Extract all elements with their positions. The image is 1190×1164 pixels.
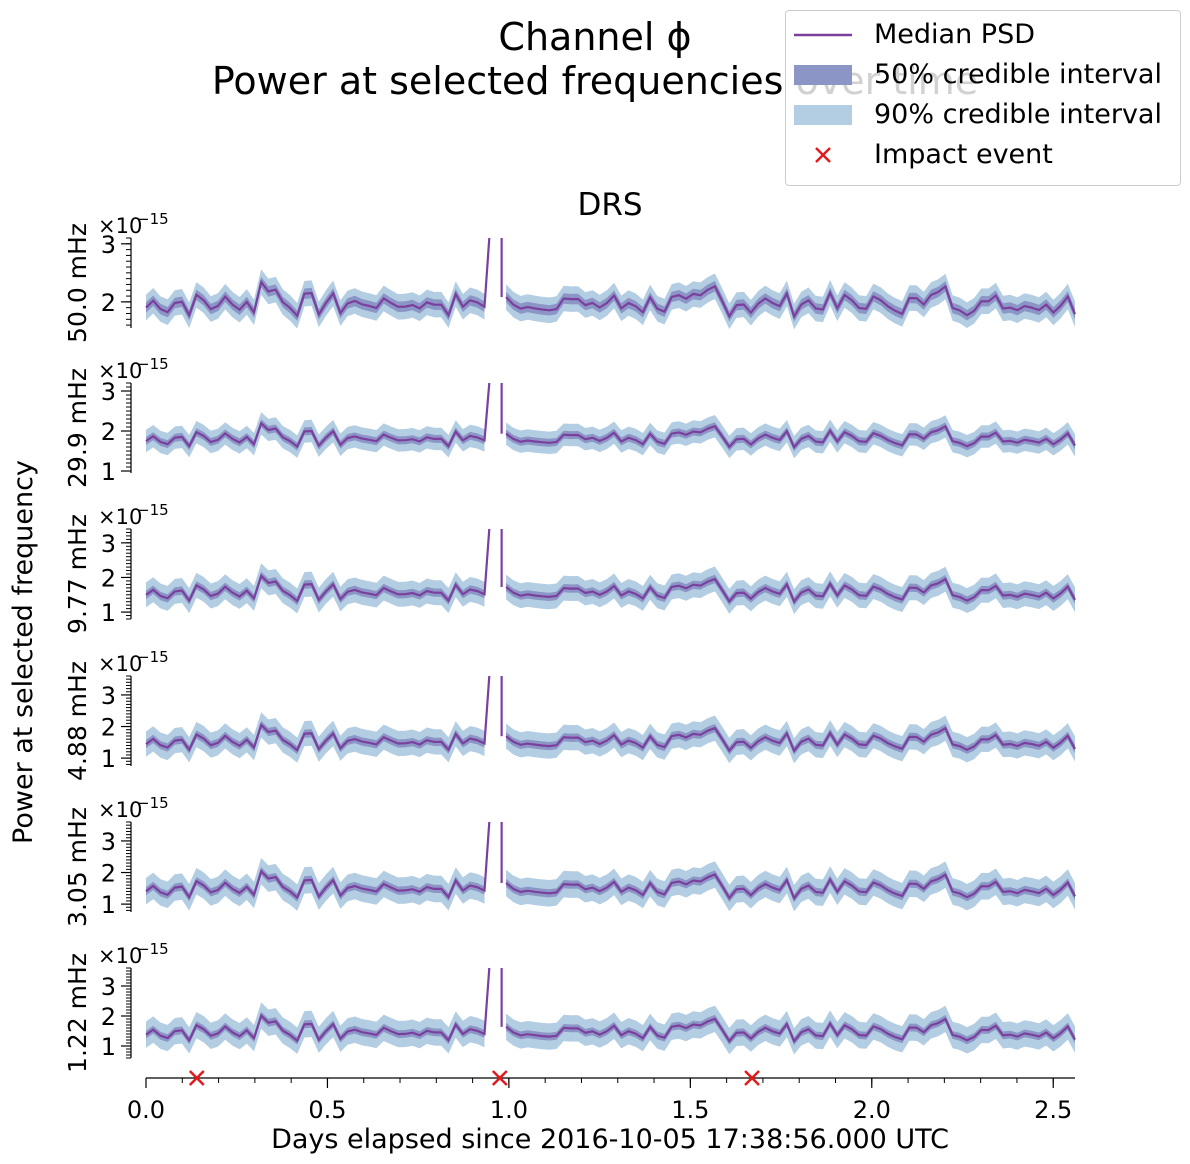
median-line [145, 821, 491, 900]
legend-item-ci90: 90% credible interval [786, 95, 1180, 135]
impact-event-marker [491, 1070, 508, 1086]
panel-50-0-mhz: 2 3×10−15 50.0 mHz [63, 210, 1077, 343]
panel-frequency-label: 50.0 mHz [63, 223, 92, 343]
legend-line-swatch [794, 33, 852, 37]
legend-label: 90% credible interval [874, 99, 1162, 130]
y-tick-label: 2 [101, 860, 116, 888]
median-line [505, 284, 1077, 320]
panel-frequency-label: 29.9 mHz [63, 368, 92, 488]
median-line [145, 237, 491, 319]
panel-4-88-mhz: 1 2 3 ×10−15 4.88 mHz [63, 648, 1076, 781]
legend-item-median: Median PSD [786, 15, 1180, 55]
median-line [505, 1017, 1076, 1044]
y-tick-label: 2 [101, 564, 116, 592]
x-tick-label: 0.0 [127, 1096, 165, 1124]
x-tick-label: 1.5 [671, 1096, 709, 1124]
median-line [145, 967, 491, 1043]
median-line [145, 675, 491, 752]
impact-event-marker [744, 1070, 760, 1086]
y-tick-label: 3 [101, 530, 116, 558]
legend: Median PSD 50% credible interval 90% cre… [785, 10, 1181, 186]
legend-marker-swatch [815, 147, 831, 163]
y-tick-label: 2 [101, 289, 116, 317]
y-tick-label: 3 [101, 973, 116, 1001]
median-line [505, 726, 1076, 753]
y-offset-label: ×10 [98, 944, 142, 968]
impact-marker-stroke [188, 1070, 205, 1086]
x-tick-label: 2.0 [853, 1096, 891, 1124]
y-offset-exponent: −15 [137, 501, 169, 519]
legend-label: Impact event [874, 139, 1053, 170]
x-axis: 0.0 0.5 1.0 1.5 2.0 2.5 [127, 1070, 1075, 1124]
panel-3-05-mhz: 1 2 3 ×10−15 3.05 mHz [63, 794, 1076, 927]
y-tick-label: 3 [101, 378, 116, 406]
legend-ci50-swatch [794, 65, 852, 85]
y-offset-exponent: −15 [137, 648, 169, 666]
y-offset-exponent: −15 [137, 355, 169, 373]
median-line [505, 424, 1076, 450]
y-tick-label: 1 [101, 458, 116, 486]
ci50-band [506, 281, 1076, 322]
y-tick-label: 2 [101, 418, 116, 446]
impact-marker-stroke [744, 1070, 760, 1086]
median-line [145, 528, 491, 603]
median-line [505, 577, 1076, 604]
median-line [505, 873, 1076, 901]
y-offset-label: ×10 [98, 214, 142, 238]
ci50-band [146, 276, 485, 321]
x-tick-label: 2.5 [1034, 1096, 1072, 1124]
panel-9-77-mhz: 1 2 3×10−15 9.77 mHz [63, 501, 1076, 634]
x-tick-label: 0.5 [308, 1096, 346, 1124]
legend-item-impact: Impact event [786, 135, 1180, 175]
panel-frequency-label: 1.22 mHz [63, 953, 92, 1073]
y-offset-exponent: −15 [137, 940, 169, 958]
y-offset-exponent: −15 [137, 210, 169, 228]
ci50-band [146, 720, 485, 755]
legend-label: Median PSD [874, 19, 1035, 50]
chart-title-line1: Channel ϕ [498, 15, 691, 59]
impact-event-marker [188, 1070, 205, 1086]
y-offset-label: ×10 [98, 652, 142, 676]
y-tick-label: 1 [101, 599, 116, 627]
legend-label: 50% credible interval [874, 59, 1162, 90]
y-tick-label: 3 [101, 231, 116, 259]
x-tick-label: 1.0 [490, 1096, 528, 1124]
ci50-band [146, 1011, 485, 1045]
subplot-title: DRS [577, 187, 642, 223]
legend-ci90-swatch [794, 105, 852, 125]
y-offset-label: ×10 [98, 798, 142, 822]
ci50-band [146, 419, 485, 451]
panel-frequency-label: 4.88 mHz [63, 661, 92, 781]
panel-29-9-mhz: 1 2 3×10−15 29.9 mHz [63, 355, 1076, 488]
ci50-band [146, 571, 485, 606]
y-tick-label: 1 [101, 891, 116, 919]
legend-item-ci50: 50% credible interval [786, 55, 1180, 95]
y-tick-label: 3 [101, 828, 116, 856]
y-tick-label: 1 [101, 1033, 116, 1061]
panel-frequency-label: 3.05 mHz [63, 807, 92, 927]
y-offset-label: ×10 [98, 505, 142, 529]
y-offset-exponent: −15 [137, 794, 169, 812]
ci50-band [146, 867, 485, 902]
y-axis-label: Power at selected frequency [8, 460, 39, 844]
y-offset-label: ×10 [98, 359, 142, 383]
median-line [145, 382, 491, 449]
impact-marker-stroke [491, 1070, 508, 1086]
panel-frequency-label: 9.77 mHz [63, 514, 92, 634]
panel-1-22-mhz: 123 ×10−15 1.22 mHz [63, 940, 1076, 1073]
x-axis-label: Days elapsed since 2016-10-05 17:38:56.0… [271, 1124, 949, 1155]
y-tick-label: 1 [101, 745, 116, 773]
y-tick-label: 2 [101, 1003, 116, 1031]
y-tick-label: 3 [101, 682, 116, 710]
y-tick-label: 2 [101, 714, 116, 742]
